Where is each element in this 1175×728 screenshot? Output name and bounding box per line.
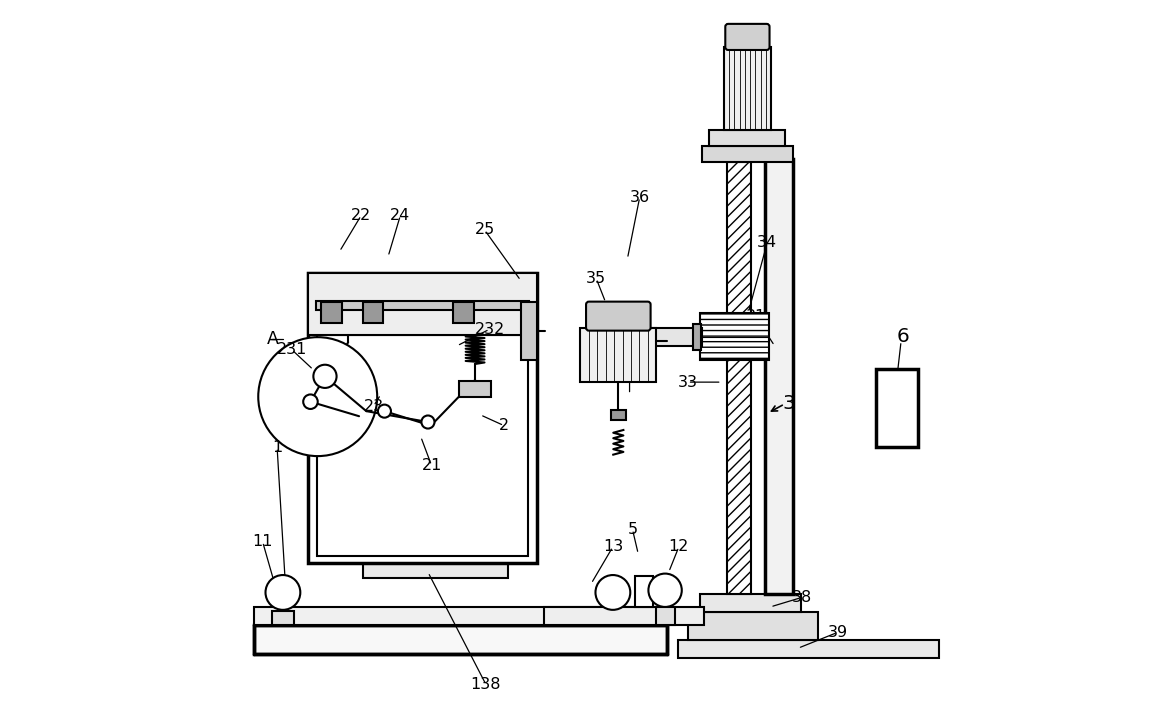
Circle shape [303, 395, 317, 409]
Bar [611, 410, 625, 420]
Circle shape [258, 337, 377, 456]
Text: 12: 12 [669, 539, 689, 554]
Text: 1: 1 [271, 440, 282, 455]
Text: 34: 34 [758, 234, 778, 250]
Bar [273, 611, 294, 625]
Text: 35: 35 [586, 271, 606, 286]
Text: A: A [267, 330, 278, 347]
Bar [580, 328, 657, 382]
Bar [765, 159, 793, 594]
Text: 6: 6 [897, 327, 909, 346]
Bar [521, 302, 537, 360]
Text: 39: 39 [827, 625, 848, 640]
Bar [700, 594, 801, 612]
FancyBboxPatch shape [725, 24, 770, 50]
Text: 25: 25 [475, 222, 495, 237]
Bar [454, 302, 474, 323]
Text: 5: 5 [627, 522, 638, 537]
Bar [700, 313, 768, 360]
Bar [363, 562, 508, 578]
Text: 36: 36 [630, 190, 650, 205]
Bar [459, 381, 491, 397]
Text: 33: 33 [678, 375, 698, 389]
Text: 22: 22 [351, 207, 371, 223]
Bar [308, 273, 537, 563]
Bar [308, 273, 537, 335]
Circle shape [649, 574, 681, 607]
Text: 37: 37 [619, 351, 639, 365]
Bar [656, 607, 674, 625]
Bar [321, 302, 342, 323]
Bar [598, 328, 703, 346]
Circle shape [378, 405, 391, 418]
Circle shape [422, 416, 435, 429]
Text: 23: 23 [363, 398, 383, 414]
Bar [692, 324, 701, 350]
Bar [724, 47, 771, 130]
Circle shape [314, 365, 336, 388]
Bar [317, 335, 528, 556]
Text: 31: 31 [746, 309, 766, 325]
Text: 38: 38 [791, 590, 812, 605]
Bar [703, 146, 793, 162]
Text: 231: 231 [276, 342, 307, 357]
Text: 21: 21 [422, 458, 442, 473]
Circle shape [596, 575, 630, 610]
Bar [544, 607, 704, 625]
Bar [678, 640, 939, 657]
Bar [877, 369, 918, 448]
Bar [727, 162, 751, 594]
Text: 24: 24 [390, 207, 410, 223]
FancyBboxPatch shape [586, 301, 651, 331]
Text: 138: 138 [471, 677, 502, 692]
Text: 11: 11 [253, 534, 273, 549]
Bar [687, 612, 818, 640]
Circle shape [266, 575, 301, 610]
Text: 32: 32 [731, 60, 751, 76]
Text: 232: 232 [475, 322, 505, 336]
Text: 2: 2 [499, 418, 509, 433]
Bar [254, 625, 667, 654]
Bar [254, 607, 667, 625]
Bar [634, 577, 653, 607]
Text: 3: 3 [783, 395, 795, 414]
Text: 13: 13 [603, 539, 623, 554]
Bar [602, 611, 624, 625]
Bar [316, 301, 530, 309]
Bar [363, 302, 383, 323]
Bar [710, 130, 785, 146]
